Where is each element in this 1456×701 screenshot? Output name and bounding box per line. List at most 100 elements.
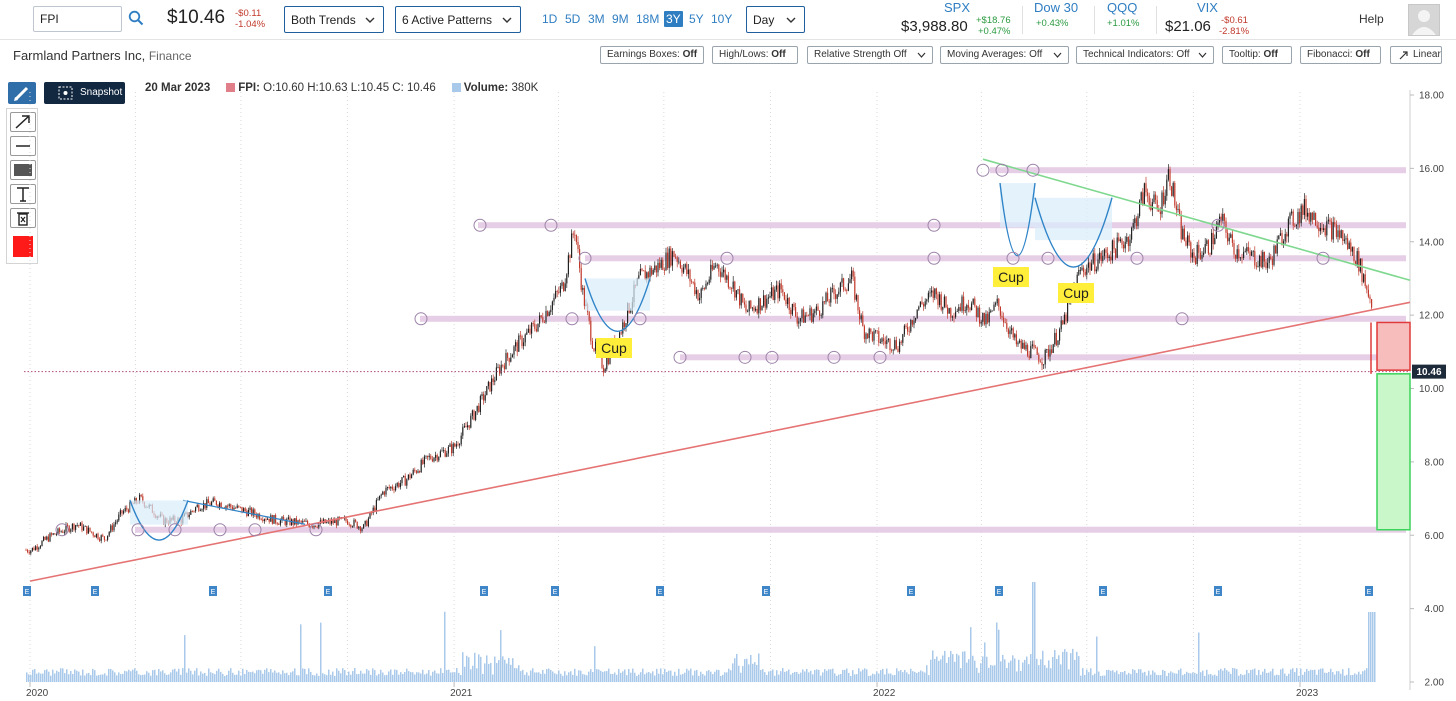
volume-bar [126,671,128,682]
volume-bar [1118,674,1120,682]
volume-bar [110,668,112,682]
toolbar-button-7[interactable]: Linear [1390,46,1442,64]
candle-body [852,270,854,277]
y-tick-label: 2.00 [1425,678,1445,689]
toolbar-button-1[interactable]: High/Lows: Off [712,46,798,64]
volume-bar [1314,669,1316,682]
candle-body [835,294,837,299]
candle-body [79,522,81,526]
volume-bar [1060,664,1062,682]
candle-body [1099,252,1101,260]
volume-bar [1238,675,1240,682]
volume-bar [250,672,252,682]
range-1d[interactable]: 1D [542,12,558,26]
candle-body [843,278,845,290]
volume-bar [1080,675,1082,682]
snapshot-button[interactable]: Snapshot [44,82,125,104]
candle-body [246,510,248,517]
toolbar-button-label: Technical Indicators: Off [1083,49,1190,60]
volume-bar [1192,672,1194,682]
toolbar-button-4[interactable]: Technical Indicators: Off [1076,46,1214,64]
candle-body [804,315,806,323]
candle-body [1371,299,1373,308]
range-9m[interactable]: 9M [612,12,629,26]
ticker-input[interactable]: FPI [33,6,122,32]
volume-bar [196,668,198,682]
volume-bar [888,673,890,682]
range-3m[interactable]: 3M [588,12,605,26]
volume-bar [1084,674,1086,682]
volume-bar [222,673,224,682]
volume-bar [458,672,460,682]
volume-bar [970,627,972,682]
draw-tool-button[interactable] [8,82,36,104]
pivot-circle [565,312,579,326]
candle-body [859,310,861,320]
range-5y[interactable]: 5Y [689,12,704,26]
toolbar-button-3[interactable]: Moving Averages: Off [940,46,1069,64]
range-18m[interactable]: 18M [636,12,660,26]
candle-body [227,505,229,507]
volume-bar [404,672,406,682]
candle-body [1278,235,1280,240]
volume-bar [26,672,28,682]
candle-body [1215,226,1217,239]
candle-body [1251,251,1253,256]
range-3y[interactable]: 3Y [664,11,683,27]
volume-bar [486,655,488,682]
volume-bar [1104,675,1106,682]
stock-change: -$0.11 -1.04% [235,8,265,30]
volume-bar [144,674,146,682]
toolbar-button-6[interactable]: Fibonacci: Off [1300,46,1381,64]
volume-bar [866,669,868,682]
pivot-circle [168,523,182,537]
earnings-marker: E [23,586,31,596]
candle-body [555,290,557,298]
volume-bar [1024,659,1026,682]
volume-bar [878,673,880,682]
toolbar-button-2[interactable]: Relative Strength Off [807,46,933,64]
candle-body [1107,252,1109,259]
volume-bar [934,658,936,682]
volume-bar [1332,672,1334,682]
volume-bar [936,656,938,682]
volume-bar [1140,669,1142,682]
range-10y[interactable]: 10Y [711,12,733,26]
pattern-select[interactable]: 6 Active Patterns [395,6,521,33]
candle-body [1340,230,1342,238]
candle-body [1276,239,1278,254]
volume-bar [960,668,962,682]
volume-bar [1350,675,1352,682]
volume-bar [986,656,988,682]
range-5d[interactable]: 5D [565,12,581,26]
volume-bar [1254,668,1256,682]
candle-body [393,488,395,491]
candle-body [705,283,707,289]
candle-body [535,328,537,332]
volume-bar [1268,672,1270,682]
candle-body [807,315,809,317]
toolbar-button-0[interactable]: Earnings Boxes: Off [600,46,704,64]
candle-body [435,455,437,458]
volume-bar [1008,662,1010,682]
volume-bar [1292,668,1294,682]
candle-body [828,301,830,303]
candle-body [998,298,1000,307]
candle-body [1295,224,1297,227]
volume-bar [1284,673,1286,682]
volume-bar [50,675,52,682]
search-icon[interactable] [128,10,144,26]
volume-bar [1062,651,1064,682]
volume-bar [722,674,724,682]
volume-bar [654,675,656,682]
candle-body [1171,186,1173,196]
interval-select[interactable]: Day [746,6,805,33]
avatar[interactable] [1408,4,1440,36]
toolbar-button-5[interactable]: Tooltip: Off [1222,46,1292,64]
volume-bar [896,668,898,682]
volume-bar [828,669,830,682]
candle-body [871,331,873,341]
trend-select[interactable]: Both Trends [284,6,384,33]
help-link[interactable]: Help [1359,12,1384,26]
